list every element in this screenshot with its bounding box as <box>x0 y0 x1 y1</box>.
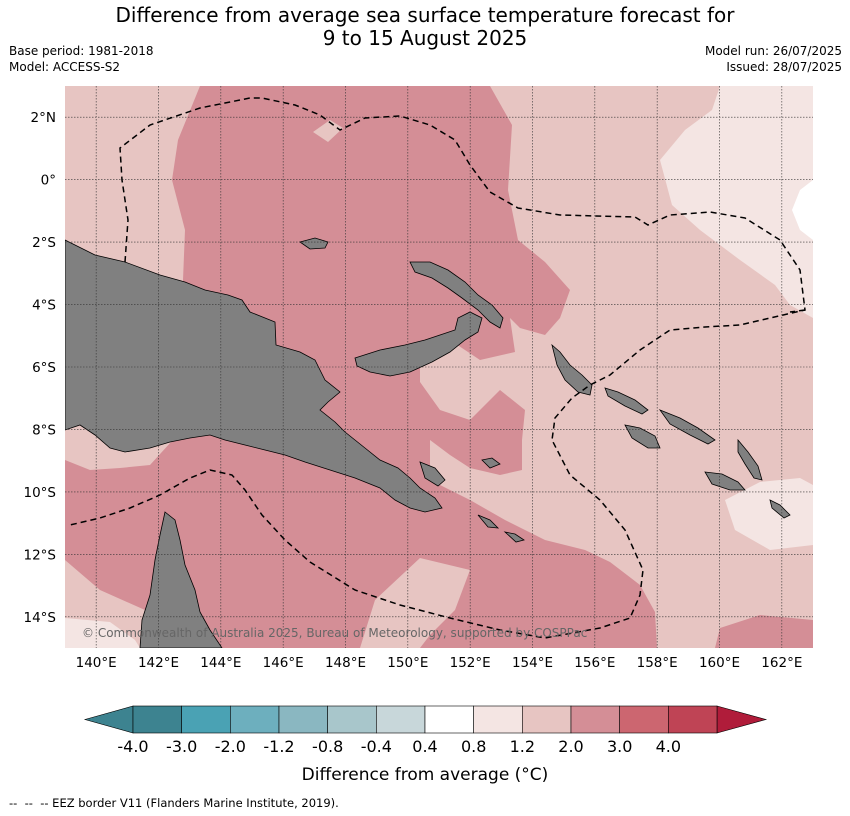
colorbar-tick-label: 0.4 <box>412 737 437 756</box>
meta-left: Base period: 1981-2018 Model: ACCESS-S2 <box>9 43 154 75</box>
anomaly-region-0.8-1.2-patch <box>313 120 343 142</box>
land-new-georgia <box>624 424 661 449</box>
eez-solomon <box>789 309 806 313</box>
colorbar-tick-label: 4.0 <box>656 737 681 756</box>
land-new-guinea <box>65 239 443 513</box>
issued-date: Issued: 28/07/2025 <box>726 60 842 74</box>
chart-title: Difference from average sea surface temp… <box>0 4 850 50</box>
lon-tick-label: 148°E <box>325 655 366 671</box>
anomaly-region-0.4-0.8-se <box>725 478 813 550</box>
colorbar-box <box>424 705 474 734</box>
colorbar-tick-label: 0.8 <box>461 737 486 756</box>
colorbar-title: Difference from average (°C) <box>302 765 549 785</box>
colorbar-labels: -4.0 -3.0 -2.0 -1.2 -0.8 -0.4 0.4 0.8 1.2 2.0 3.0 4… <box>117 737 681 756</box>
colorbar-box <box>327 705 377 734</box>
meta-right: Model run: 26/07/2025 Issued: 28/07/2025 <box>705 43 842 75</box>
lon-tick-label: 158°E <box>637 655 678 671</box>
chart-title-line1: Difference from average sea surface temp… <box>115 3 735 27</box>
colorbar-box <box>473 705 523 734</box>
longitude-labels: 140°E 142°E 144°E 146°E 148°E 150°E 152°E 154°E… <box>76 655 803 671</box>
eez-png <box>69 97 806 639</box>
lat-tick-label: 2°S <box>32 235 56 251</box>
eez-borders <box>69 97 806 639</box>
lat-tick-label: 0° <box>41 173 56 189</box>
land-fergusson <box>419 461 446 487</box>
colorbar-under-arrow <box>83 705 134 734</box>
anomaly-region-1.2-2.0-se <box>715 615 813 648</box>
copyright-notice: © Commonwealth of Australia 2025, Bureau… <box>82 626 587 640</box>
land-new-ireland <box>409 261 504 329</box>
colorbar-box <box>230 705 280 734</box>
land-santa-isabel <box>658 409 716 445</box>
land-makira <box>769 499 791 519</box>
colorbar: -4.0 -3.0 -2.0 -1.2 -0.8 -0.4 0.4 0.8 1.2 2.0 3.0 4… <box>83 705 768 785</box>
colorbar-tick-label: -2.0 <box>215 737 246 756</box>
land-choiseul <box>604 387 649 415</box>
lon-tick-label: 162°E <box>761 655 802 671</box>
colorbar-tick-label: -4.0 <box>117 737 148 756</box>
lat-tick-label: 4°S <box>32 298 56 314</box>
lon-tick-label: 160°E <box>699 655 740 671</box>
graticule <box>65 86 813 648</box>
land-guadalcanal <box>704 471 746 491</box>
base-period: Base period: 1981-2018 <box>9 44 154 58</box>
lat-tick-label: 8°S <box>32 422 56 438</box>
colorbar-box <box>132 705 182 734</box>
anomaly-region-near-zero <box>792 180 813 240</box>
land-new-britain <box>354 311 483 377</box>
colorbar-box <box>376 705 426 734</box>
land-manus <box>299 237 329 250</box>
colorbar-boxes <box>132 705 718 734</box>
land-woodlark <box>481 457 501 469</box>
model-name: Model: ACCESS-S2 <box>9 60 121 74</box>
colorbar-tick-label: -3.0 <box>166 737 197 756</box>
colorbar-tick-label: 2.0 <box>558 737 583 756</box>
anomaly-region-0.4-0.8-ne <box>660 86 813 318</box>
land-rossel <box>503 531 525 543</box>
colorbar-box <box>522 705 572 734</box>
lat-tick-label: 12°S <box>24 547 57 563</box>
lon-tick-label: 146°E <box>263 655 304 671</box>
colorbar-box <box>570 705 620 734</box>
colorbar-box <box>619 705 669 734</box>
model-run: Model run: 26/07/2025 <box>704 44 842 58</box>
latitude-labels: 2°N 0° 2°S 4°S 6°S 8°S 10°S 12°S 14°S <box>24 110 57 626</box>
colorbar-over-arrow <box>716 705 768 734</box>
colorbar-tick-label: -0.8 <box>312 737 343 756</box>
lat-tick-label: 2°N <box>31 110 56 126</box>
lon-tick-label: 144°E <box>200 655 241 671</box>
lat-tick-label: 6°S <box>32 360 56 376</box>
land-malaita <box>737 438 763 481</box>
lon-tick-label: 142°E <box>138 655 179 671</box>
lat-tick-label: 10°S <box>24 485 57 501</box>
chart-title-line2: 9 to 15 August 2025 <box>322 26 528 50</box>
land-louisiade <box>477 514 500 529</box>
anomaly-region-0.8-1.2-coral-sea <box>360 558 470 648</box>
lon-tick-label: 154°E <box>512 655 553 671</box>
land-bougainville <box>551 343 593 396</box>
lon-tick-label: 150°E <box>387 655 428 671</box>
lon-tick-label: 140°E <box>76 655 117 671</box>
lon-tick-label: 156°E <box>574 655 615 671</box>
lon-tick-label: 152°E <box>450 655 491 671</box>
colorbar-box <box>278 705 328 734</box>
colorbar-tick-label: -1.2 <box>263 737 294 756</box>
land-masses <box>65 237 791 648</box>
colorbar-tick-label: 3.0 <box>607 737 632 756</box>
colorbar-box <box>668 705 718 734</box>
eez-legend-note: -- -- -- EEZ border V11 (Flanders Marine… <box>9 796 339 810</box>
colorbar-box <box>181 705 231 734</box>
colorbar-tick-label: 1.2 <box>510 737 535 756</box>
land-cape-york <box>139 511 223 648</box>
colorbar-tick-label: -0.4 <box>361 737 392 756</box>
lat-tick-label: 14°S <box>24 610 57 626</box>
anomaly-region-0.4-0.8-sw <box>65 618 140 648</box>
